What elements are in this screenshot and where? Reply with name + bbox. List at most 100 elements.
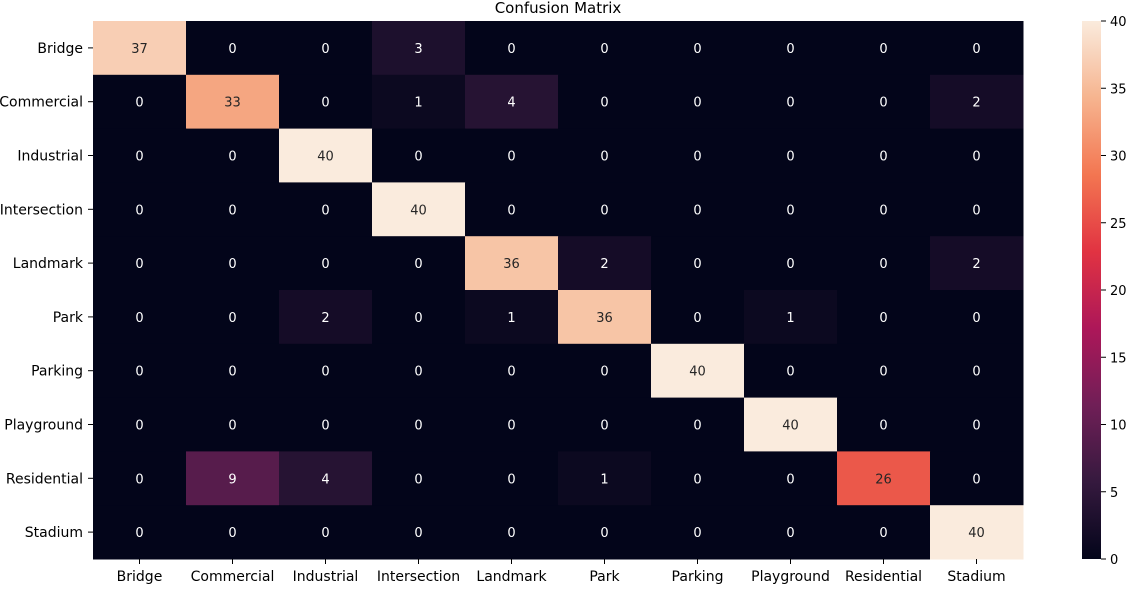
cell-value-label: 1 — [507, 311, 515, 326]
heatmap-cell — [93, 128, 187, 183]
heatmap-cell — [186, 505, 280, 560]
cell-value-label: 0 — [135, 419, 143, 434]
cell-value-label: 0 — [786, 42, 794, 57]
cell-value-label: 0 — [600, 96, 608, 111]
cell-value-label: 0 — [693, 257, 701, 272]
cell-value-label: 0 — [786, 150, 794, 165]
y-tick-label: Park — [53, 310, 84, 326]
heatmap-cell — [186, 182, 280, 237]
cell-value-label: 0 — [228, 150, 236, 165]
heatmap-cell — [93, 451, 187, 506]
cell-value-label: 0 — [786, 472, 794, 487]
heatmap-cell — [837, 21, 931, 76]
heatmap-cell — [744, 397, 838, 452]
heatmap-cells — [93, 21, 1024, 560]
heatmap-cell — [372, 128, 466, 183]
cell-value-label: 0 — [507, 472, 515, 487]
heatmap-cell — [279, 343, 373, 399]
heatmap-cell — [837, 343, 931, 399]
heatmap-cell — [837, 290, 931, 345]
cell-value-label: 0 — [321, 526, 329, 541]
cell-value-label: 0 — [879, 257, 887, 272]
heatmap-cell — [651, 74, 745, 130]
y-tick-label: Intersection — [0, 202, 83, 218]
colorbar-tick-label: 20 — [1110, 284, 1127, 299]
heatmap-cell — [372, 343, 466, 399]
cell-value-label: 0 — [879, 365, 887, 380]
cell-value-label: 4 — [507, 96, 515, 111]
heatmap-cell — [465, 397, 559, 452]
cell-value-label: 0 — [972, 365, 980, 380]
x-tick-label: Landmark — [476, 569, 547, 585]
x-tick-label: Parking — [672, 569, 724, 585]
cell-value-label: 0 — [972, 311, 980, 326]
cell-value-label: 0 — [135, 365, 143, 380]
heatmap-cell — [279, 397, 373, 452]
cell-value-label: 0 — [414, 419, 422, 434]
heatmap-cell — [186, 343, 280, 399]
colorbar-tick-label: 15 — [1110, 351, 1127, 366]
y-axis: Bridge Commercial Industrial Intersection La… — [0, 41, 93, 541]
cell-value-label: 4 — [321, 472, 329, 487]
cell-value-label: 0 — [600, 203, 608, 218]
cell-value-label: 0 — [135, 150, 143, 165]
heatmap-cell — [837, 505, 931, 560]
cell-value-label: 0 — [321, 365, 329, 380]
heatmap-cell — [651, 343, 745, 399]
heatmap-cell — [465, 505, 559, 560]
cell-value-label: 37 — [131, 42, 148, 57]
heatmap-cell — [651, 21, 745, 76]
cell-value-label: 0 — [786, 365, 794, 380]
x-tick-label: Stadium — [947, 569, 1005, 585]
heatmap-cell — [744, 21, 838, 76]
cell-value-label: 0 — [693, 203, 701, 218]
colorbar-tick-label: 0 — [1110, 553, 1118, 568]
cell-value-label: 0 — [879, 526, 887, 541]
heatmap-cell — [651, 128, 745, 183]
heatmap-cell — [465, 451, 559, 506]
heatmap-cell — [558, 505, 652, 560]
cell-value-label: 0 — [135, 526, 143, 541]
cell-value-label: 0 — [507, 365, 515, 380]
cell-value-label: 0 — [507, 419, 515, 434]
x-tick-label: Playground — [751, 569, 830, 585]
heatmap-cell — [93, 397, 187, 452]
cell-value-label: 0 — [414, 365, 422, 380]
heatmap-cell — [558, 74, 652, 130]
cell-value-label: 0 — [600, 419, 608, 434]
cell-value-label: 40 — [689, 365, 706, 380]
cell-value-label: 0 — [972, 419, 980, 434]
heatmap-cell — [186, 397, 280, 452]
cell-value-label: 0 — [228, 203, 236, 218]
cell-value-label: 40 — [410, 203, 427, 218]
heatmap-cell — [372, 236, 466, 291]
heatmap-cell — [930, 397, 1024, 452]
heatmap-cell — [651, 505, 745, 560]
heatmap-cell — [744, 128, 838, 183]
colorbar: 0 5 10 15 20 25 30 35 40 — [1082, 15, 1127, 568]
cell-value-label: 40 — [317, 150, 334, 165]
colorbar-tick-label: 10 — [1110, 419, 1127, 434]
heatmap-cell — [465, 343, 559, 399]
cell-value-label: 0 — [228, 311, 236, 326]
cell-value-label: 0 — [972, 150, 980, 165]
cell-value-label: 0 — [693, 419, 701, 434]
heatmap-cell — [837, 128, 931, 183]
cell-value-label: 36 — [503, 257, 520, 272]
heatmap-cell — [372, 290, 466, 345]
cell-value-label: 0 — [135, 311, 143, 326]
heatmap-cell — [744, 505, 838, 560]
cell-value-label: 0 — [228, 526, 236, 541]
cell-value-label: 40 — [782, 419, 799, 434]
heatmap-cell — [930, 21, 1024, 76]
cell-value-label: 0 — [879, 96, 887, 111]
heatmap-cell — [93, 343, 187, 399]
heatmap-cell — [930, 128, 1024, 183]
heatmap-cell — [93, 290, 187, 345]
x-tick-label: Bridge — [117, 569, 163, 585]
cell-value-label: 0 — [507, 526, 515, 541]
heatmap-cell — [279, 451, 373, 506]
cell-value-label: 1 — [786, 311, 794, 326]
cell-value-label: 0 — [414, 472, 422, 487]
